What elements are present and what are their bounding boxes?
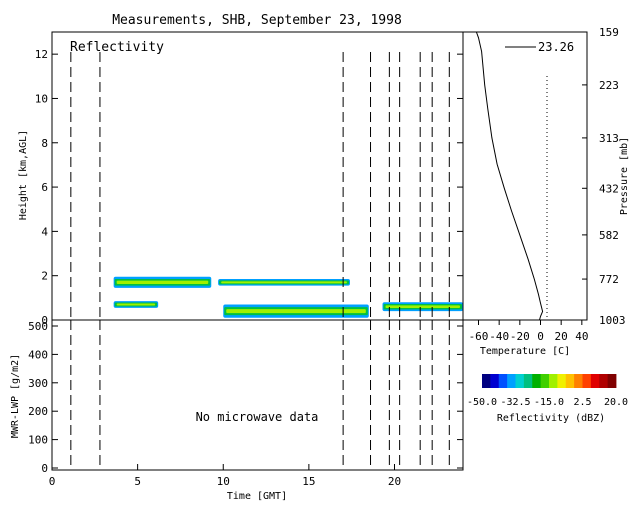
time-axis-label: Time [GMT] [227, 491, 287, 502]
colorbar-label: Reflectivity (dBZ) [497, 413, 605, 424]
height-tick-label: 2 [41, 270, 48, 283]
colorbar-swatches [482, 374, 617, 388]
temperature-frame [462, 31, 588, 321]
temperature-axis-label: Temperature [C] [480, 346, 570, 357]
figure-title: Measurements, SHB, September 23, 1998 [112, 13, 402, 28]
colorbar-tick-label: 2.5 [573, 397, 591, 408]
lwp-tick-label: 100 [28, 434, 48, 447]
time-tick-label: 20 [388, 475, 401, 488]
pressure-axis-label: Pressure [mb] [619, 137, 630, 215]
height-tick-label: 0 [41, 314, 48, 327]
colorbar-tick-label: -15.0 [534, 397, 564, 408]
colorbar-swatch [482, 374, 491, 388]
colorbar-swatch [532, 374, 542, 388]
colorbar-swatch [582, 374, 592, 388]
lwp-event-lines [70, 320, 450, 470]
pressure-tick-label: 159 [599, 26, 619, 39]
height-axis: 0 2 4 6 8 10 12 [35, 48, 463, 327]
temperature-panel: 23.26 -60 -40 -20 0 20 40 1592233134325827721… [462, 26, 630, 357]
reflectivity-colorbar: -50.0 -32.5 -15.0 2.5 20.0 Reflectivity (dBZ… [467, 374, 628, 424]
echo-layer-core [226, 309, 366, 314]
echo-layer [113, 301, 159, 308]
height-tick-label: 12 [35, 48, 48, 61]
lwp-tick-label: 0 [41, 462, 48, 475]
pressure-tick-label: 432 [599, 182, 619, 195]
lwp-panel: 0 100 200 300 400 500 0 5 10 15 20 MWR-LWP [g/m2]… [10, 319, 464, 502]
reflectivity-echo-layers [113, 276, 463, 318]
lwp-tick-label: 500 [28, 320, 48, 333]
temperature-tick-label: 20 [555, 330, 568, 343]
colorbar-swatch [557, 374, 567, 388]
lwp-tick-label: 300 [28, 377, 48, 390]
colorbar-swatch [574, 374, 583, 388]
height-axis-label: Height [km,AGL] [18, 130, 29, 220]
pressure-tick-label: 1003 [599, 314, 626, 327]
echo-layer-core [221, 281, 347, 284]
echo-layer-core [116, 280, 209, 284]
pressure-axis: 159 223 313 432 582 772 1003 [582, 26, 626, 327]
lwp-tick-label: 200 [28, 405, 48, 418]
echo-layer [223, 304, 369, 318]
lwp-axis-label: MWR-LWP [g/m2] [10, 354, 21, 438]
colorbar-tick-labels: -50.0 -32.5 -15.0 2.5 20.0 [467, 397, 628, 408]
colorbar-swatch [590, 374, 600, 388]
colorbar-swatch [549, 374, 558, 388]
height-tick-label: 6 [41, 181, 48, 194]
temperature-tick-label: -20 [510, 330, 530, 343]
echo-layer [382, 302, 463, 312]
pressure-tick-label: 772 [599, 273, 619, 286]
colorbar-swatch [507, 374, 516, 388]
height-tick-label: 8 [41, 137, 48, 150]
temperature-axis: -60 -40 -20 0 20 40 [469, 320, 588, 343]
echo-layer-core [116, 303, 156, 306]
pressure-tick-label: 223 [599, 79, 619, 92]
lwp-tick-label: 400 [28, 348, 48, 361]
temperature-tick-label: -60 [469, 330, 489, 343]
colorbar-swatch [498, 374, 508, 388]
echo-layer [218, 279, 350, 286]
colorbar-swatch [540, 374, 550, 388]
temperature-tick-label: 40 [575, 330, 588, 343]
colorbar-tick-label: 20.0 [604, 397, 628, 408]
height-tick-label: 4 [41, 225, 48, 238]
colorbar-swatch [490, 374, 500, 388]
temperature-tick-label: 0 [537, 330, 544, 343]
time-tick-label: 15 [302, 475, 315, 488]
temperature-tick-label: -40 [489, 330, 509, 343]
colorbar-swatch [565, 374, 575, 388]
height-tick-label: 10 [35, 92, 48, 105]
colorbar-tick-label: -50.0 [467, 397, 497, 408]
colorbar-swatch [599, 374, 609, 388]
lwp-axis: 0 100 200 300 400 500 [28, 320, 463, 475]
colorbar-swatch [607, 374, 617, 388]
time-axis: 0 5 10 15 20 [49, 464, 401, 488]
reflectivity-panel-label: Reflectivity [70, 40, 164, 55]
legend-value: 23.26 [538, 40, 574, 54]
echo-layer-core [385, 305, 460, 309]
colorbar-tick-label: -32.5 [500, 397, 530, 408]
time-tick-label: 10 [217, 475, 230, 488]
pressure-tick-label: 313 [599, 132, 619, 145]
colorbar-swatch [515, 374, 525, 388]
colorbar-swatch [523, 374, 533, 388]
time-tick-label: 0 [49, 475, 56, 488]
lwp-frame [51, 319, 464, 471]
reflectivity-panel: Reflectivity Height [km,AGL] 0 2 4 6 8 10 12 [18, 31, 464, 327]
pressure-tick-label: 582 [599, 229, 619, 242]
time-tick-label: 5 [134, 475, 141, 488]
echo-layer [113, 276, 212, 288]
no-data-annotation: No microwave data [196, 410, 319, 424]
temperature-profile-line [475, 31, 544, 321]
